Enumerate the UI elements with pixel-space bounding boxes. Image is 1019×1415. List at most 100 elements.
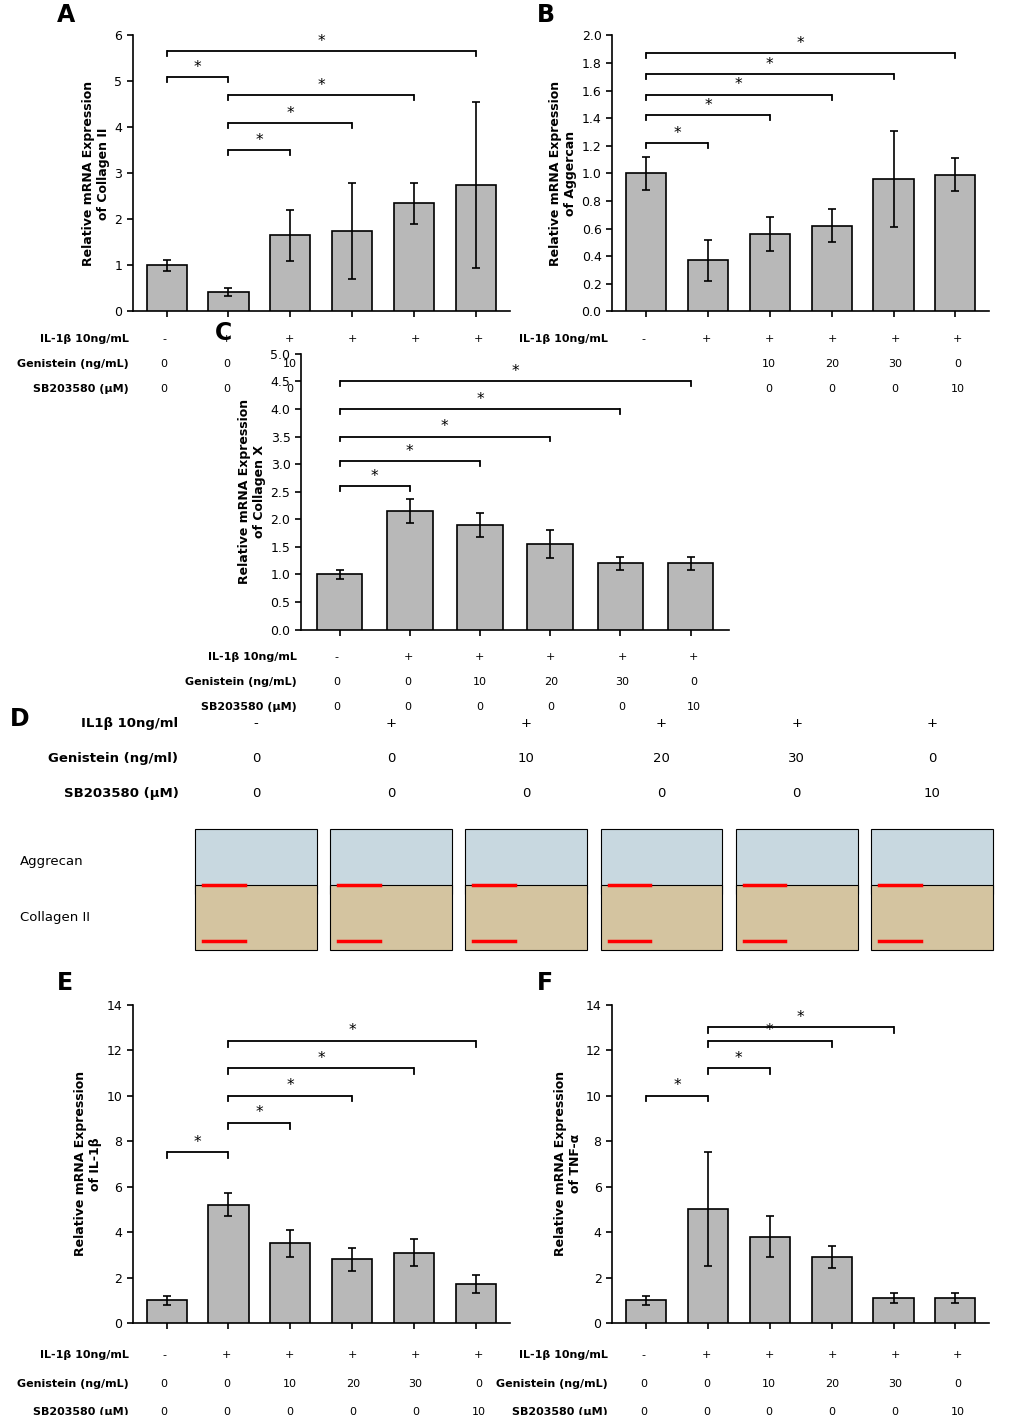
Text: 0: 0 <box>405 702 411 712</box>
Text: 10: 10 <box>761 1378 775 1388</box>
Y-axis label: Relative mRNA Expression
of IL-1β: Relative mRNA Expression of IL-1β <box>74 1071 102 1257</box>
Text: *: * <box>317 1051 325 1065</box>
Text: 0: 0 <box>286 383 293 393</box>
Text: 10: 10 <box>472 678 486 688</box>
Text: 0: 0 <box>765 383 772 393</box>
Text: 20: 20 <box>543 678 557 688</box>
Text: 0: 0 <box>954 1378 961 1388</box>
FancyBboxPatch shape <box>735 829 857 894</box>
Text: 20: 20 <box>345 359 360 369</box>
Y-axis label: Relative mRNA Expression
of Collagen X: Relative mRNA Expression of Collagen X <box>238 399 266 584</box>
Text: *: * <box>511 364 519 379</box>
Bar <box>455 185 495 311</box>
Text: 0: 0 <box>160 359 167 369</box>
Text: 0: 0 <box>286 1407 293 1415</box>
Bar <box>934 1298 974 1323</box>
Text: +: + <box>521 717 531 730</box>
Text: +: + <box>616 652 627 662</box>
Text: *: * <box>796 37 804 51</box>
Text: 10: 10 <box>761 359 775 369</box>
Text: 10: 10 <box>922 787 940 801</box>
Text: 0: 0 <box>702 359 709 369</box>
Text: +: + <box>701 1350 710 1360</box>
Text: -: - <box>162 334 166 344</box>
Bar <box>316 574 362 630</box>
Bar <box>393 204 434 311</box>
Text: +: + <box>701 334 710 344</box>
Text: SB203580 (μM): SB203580 (μM) <box>512 383 607 393</box>
Text: 30: 30 <box>888 1378 901 1388</box>
Text: +: + <box>688 652 698 662</box>
Text: -: - <box>334 652 338 662</box>
Bar <box>208 291 249 311</box>
FancyBboxPatch shape <box>870 829 991 894</box>
Text: 0: 0 <box>891 1407 898 1415</box>
Text: 0: 0 <box>252 787 260 801</box>
Text: +: + <box>474 334 483 344</box>
Text: *: * <box>703 98 711 113</box>
Text: 0: 0 <box>412 383 419 393</box>
Text: *: * <box>194 1135 201 1150</box>
Text: +: + <box>791 717 802 730</box>
Text: *: * <box>765 1023 772 1039</box>
Text: 10: 10 <box>518 753 534 766</box>
Text: F: F <box>536 971 552 995</box>
Text: 10: 10 <box>686 702 700 712</box>
FancyBboxPatch shape <box>195 884 317 951</box>
Text: 0: 0 <box>702 1407 709 1415</box>
Text: IL-1β 10ng/mL: IL-1β 10ng/mL <box>519 334 607 344</box>
Text: +: + <box>826 1350 836 1360</box>
Text: 0: 0 <box>547 702 553 712</box>
Bar <box>687 260 728 311</box>
Text: +: + <box>953 334 962 344</box>
Text: 0: 0 <box>475 359 482 369</box>
FancyBboxPatch shape <box>330 884 451 951</box>
FancyBboxPatch shape <box>735 884 857 951</box>
Text: Genistein (ng/mL): Genistein (ng/mL) <box>184 678 297 688</box>
Text: +: + <box>347 334 357 344</box>
Text: 0: 0 <box>639 1378 646 1388</box>
Text: Collagen II: Collagen II <box>20 911 90 924</box>
Text: *: * <box>765 57 772 72</box>
Text: +: + <box>890 1350 899 1360</box>
Text: 0: 0 <box>386 753 395 766</box>
Y-axis label: Relative mRNA Expression
of Aggercan: Relative mRNA Expression of Aggercan <box>549 81 577 266</box>
Text: 0: 0 <box>656 787 665 801</box>
Text: *: * <box>317 34 325 50</box>
Text: *: * <box>735 1051 742 1065</box>
Text: +: + <box>925 717 936 730</box>
Text: 20: 20 <box>824 359 839 369</box>
Text: +: + <box>655 717 666 730</box>
Text: 0: 0 <box>619 702 625 712</box>
Text: Genistein (ng/mL): Genistein (ng/mL) <box>17 1378 128 1388</box>
Text: IL-1β 10ng/mL: IL-1β 10ng/mL <box>519 1350 607 1360</box>
Text: *: * <box>286 106 293 120</box>
Text: 0: 0 <box>954 359 961 369</box>
Text: *: * <box>796 1010 804 1024</box>
Text: 0: 0 <box>223 1378 230 1388</box>
Bar <box>872 1298 913 1323</box>
FancyBboxPatch shape <box>600 829 721 894</box>
Text: 0: 0 <box>348 383 356 393</box>
Text: 0: 0 <box>160 383 167 393</box>
Text: IL-1β 10ng/mL: IL-1β 10ng/mL <box>208 652 297 662</box>
Text: 0: 0 <box>348 1407 356 1415</box>
Bar <box>457 525 502 630</box>
Bar <box>393 1252 434 1323</box>
Text: +: + <box>764 1350 773 1360</box>
Text: Genistein (ng/mL): Genistein (ng/mL) <box>496 1378 607 1388</box>
Text: IL1β 10ng/ml: IL1β 10ng/ml <box>82 717 178 730</box>
Text: 20: 20 <box>824 1378 839 1388</box>
Bar <box>687 1210 728 1323</box>
Text: 0: 0 <box>223 359 230 369</box>
Text: D: D <box>10 708 30 732</box>
Text: +: + <box>222 334 231 344</box>
Text: *: * <box>286 1078 293 1092</box>
Bar <box>872 178 913 311</box>
Text: 30: 30 <box>888 359 901 369</box>
Text: +: + <box>411 334 420 344</box>
Bar <box>811 226 851 311</box>
Text: 0: 0 <box>639 1407 646 1415</box>
FancyBboxPatch shape <box>195 829 317 894</box>
FancyBboxPatch shape <box>600 884 721 951</box>
